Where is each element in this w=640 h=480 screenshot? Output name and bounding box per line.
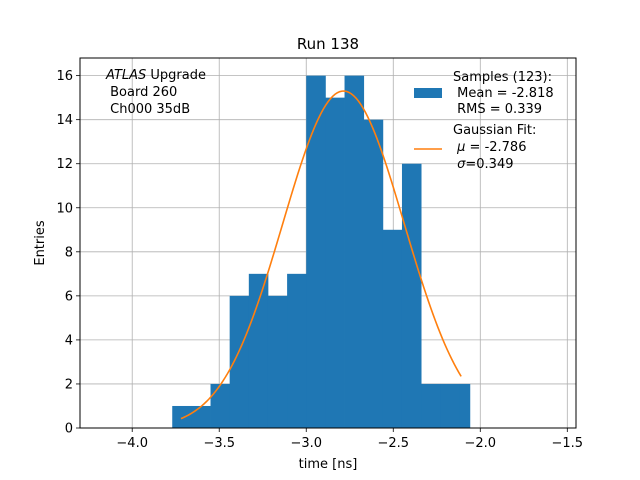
x-tick-label: −2.0 [464,436,496,451]
x-tick-label: −2.5 [377,436,409,451]
gaussian-fit-curve [180,90,462,420]
histogram-bars [172,75,471,429]
legend-fit-label: Gaussian Fit: [453,123,536,138]
chart-title: Run 138 [297,35,359,53]
legend-mean-text: Mean = -2.818 [453,86,554,101]
y-tick-label: 6 [65,289,73,304]
histogram-bar [191,405,211,428]
histogram-bar [325,97,345,429]
histogram-bar [287,273,307,428]
y-axis-label: Entries [33,220,48,266]
histogram-bar [229,295,250,428]
histogram-bar [440,383,460,428]
y-tick-label: 4 [65,333,73,348]
annotation-line-1: ATLAS Upgrade [105,68,206,83]
y-tick-label: 16 [56,69,73,84]
histogram-bar [267,295,288,428]
plot-frame [79,57,577,429]
x-tick-label: −4.0 [116,436,148,451]
histogram-bar [363,119,384,429]
x-tick-label: −1.5 [552,436,584,451]
histogram-bar [344,75,365,428]
y-tick-label: 0 [65,422,73,437]
legend: Samples (123): Mean = -2.818 RMS = 0.339… [414,70,554,172]
legend-sigma-text: σ=0.349 [453,157,513,172]
histogram-bar [210,383,231,428]
atlas-annotation: ATLAS Upgrade Board 260 Ch000 35dB [105,68,206,117]
annotation-line-3: Ch000 35dB [106,102,190,117]
legend-samples-label: Samples (123): [453,70,552,85]
histogram-bar [248,273,269,428]
y-tick-label: 10 [56,201,73,216]
x-axis-label: time [ns] [299,457,358,472]
histogram-bar [401,163,422,428]
histogram-bar [421,383,441,428]
histogram-bar [459,383,471,428]
y-axis-ticks: 0 2 4 6 8 10 12 14 16 [56,69,80,437]
y-tick-label: 2 [65,377,73,392]
legend-mu-text: μ = -2.786 [453,140,526,155]
x-axis-ticks: −4.0 −3.5 −3.0 −2.5 −2.0 −1.5 [116,428,583,451]
x-tick-label: −3.0 [290,436,322,451]
histogram-bar [172,405,192,428]
y-tick-label: 14 [56,113,73,128]
legend-histogram-swatch [414,88,442,98]
y-tick-label: 8 [65,245,73,260]
histogram-bar [382,229,403,428]
histogram-bar [306,75,326,428]
y-tick-label: 12 [56,157,73,172]
legend-rms-text: RMS = 0.339 [453,102,542,117]
x-tick-label: −3.5 [203,436,235,451]
annotation-line-2: Board 260 [106,85,177,100]
